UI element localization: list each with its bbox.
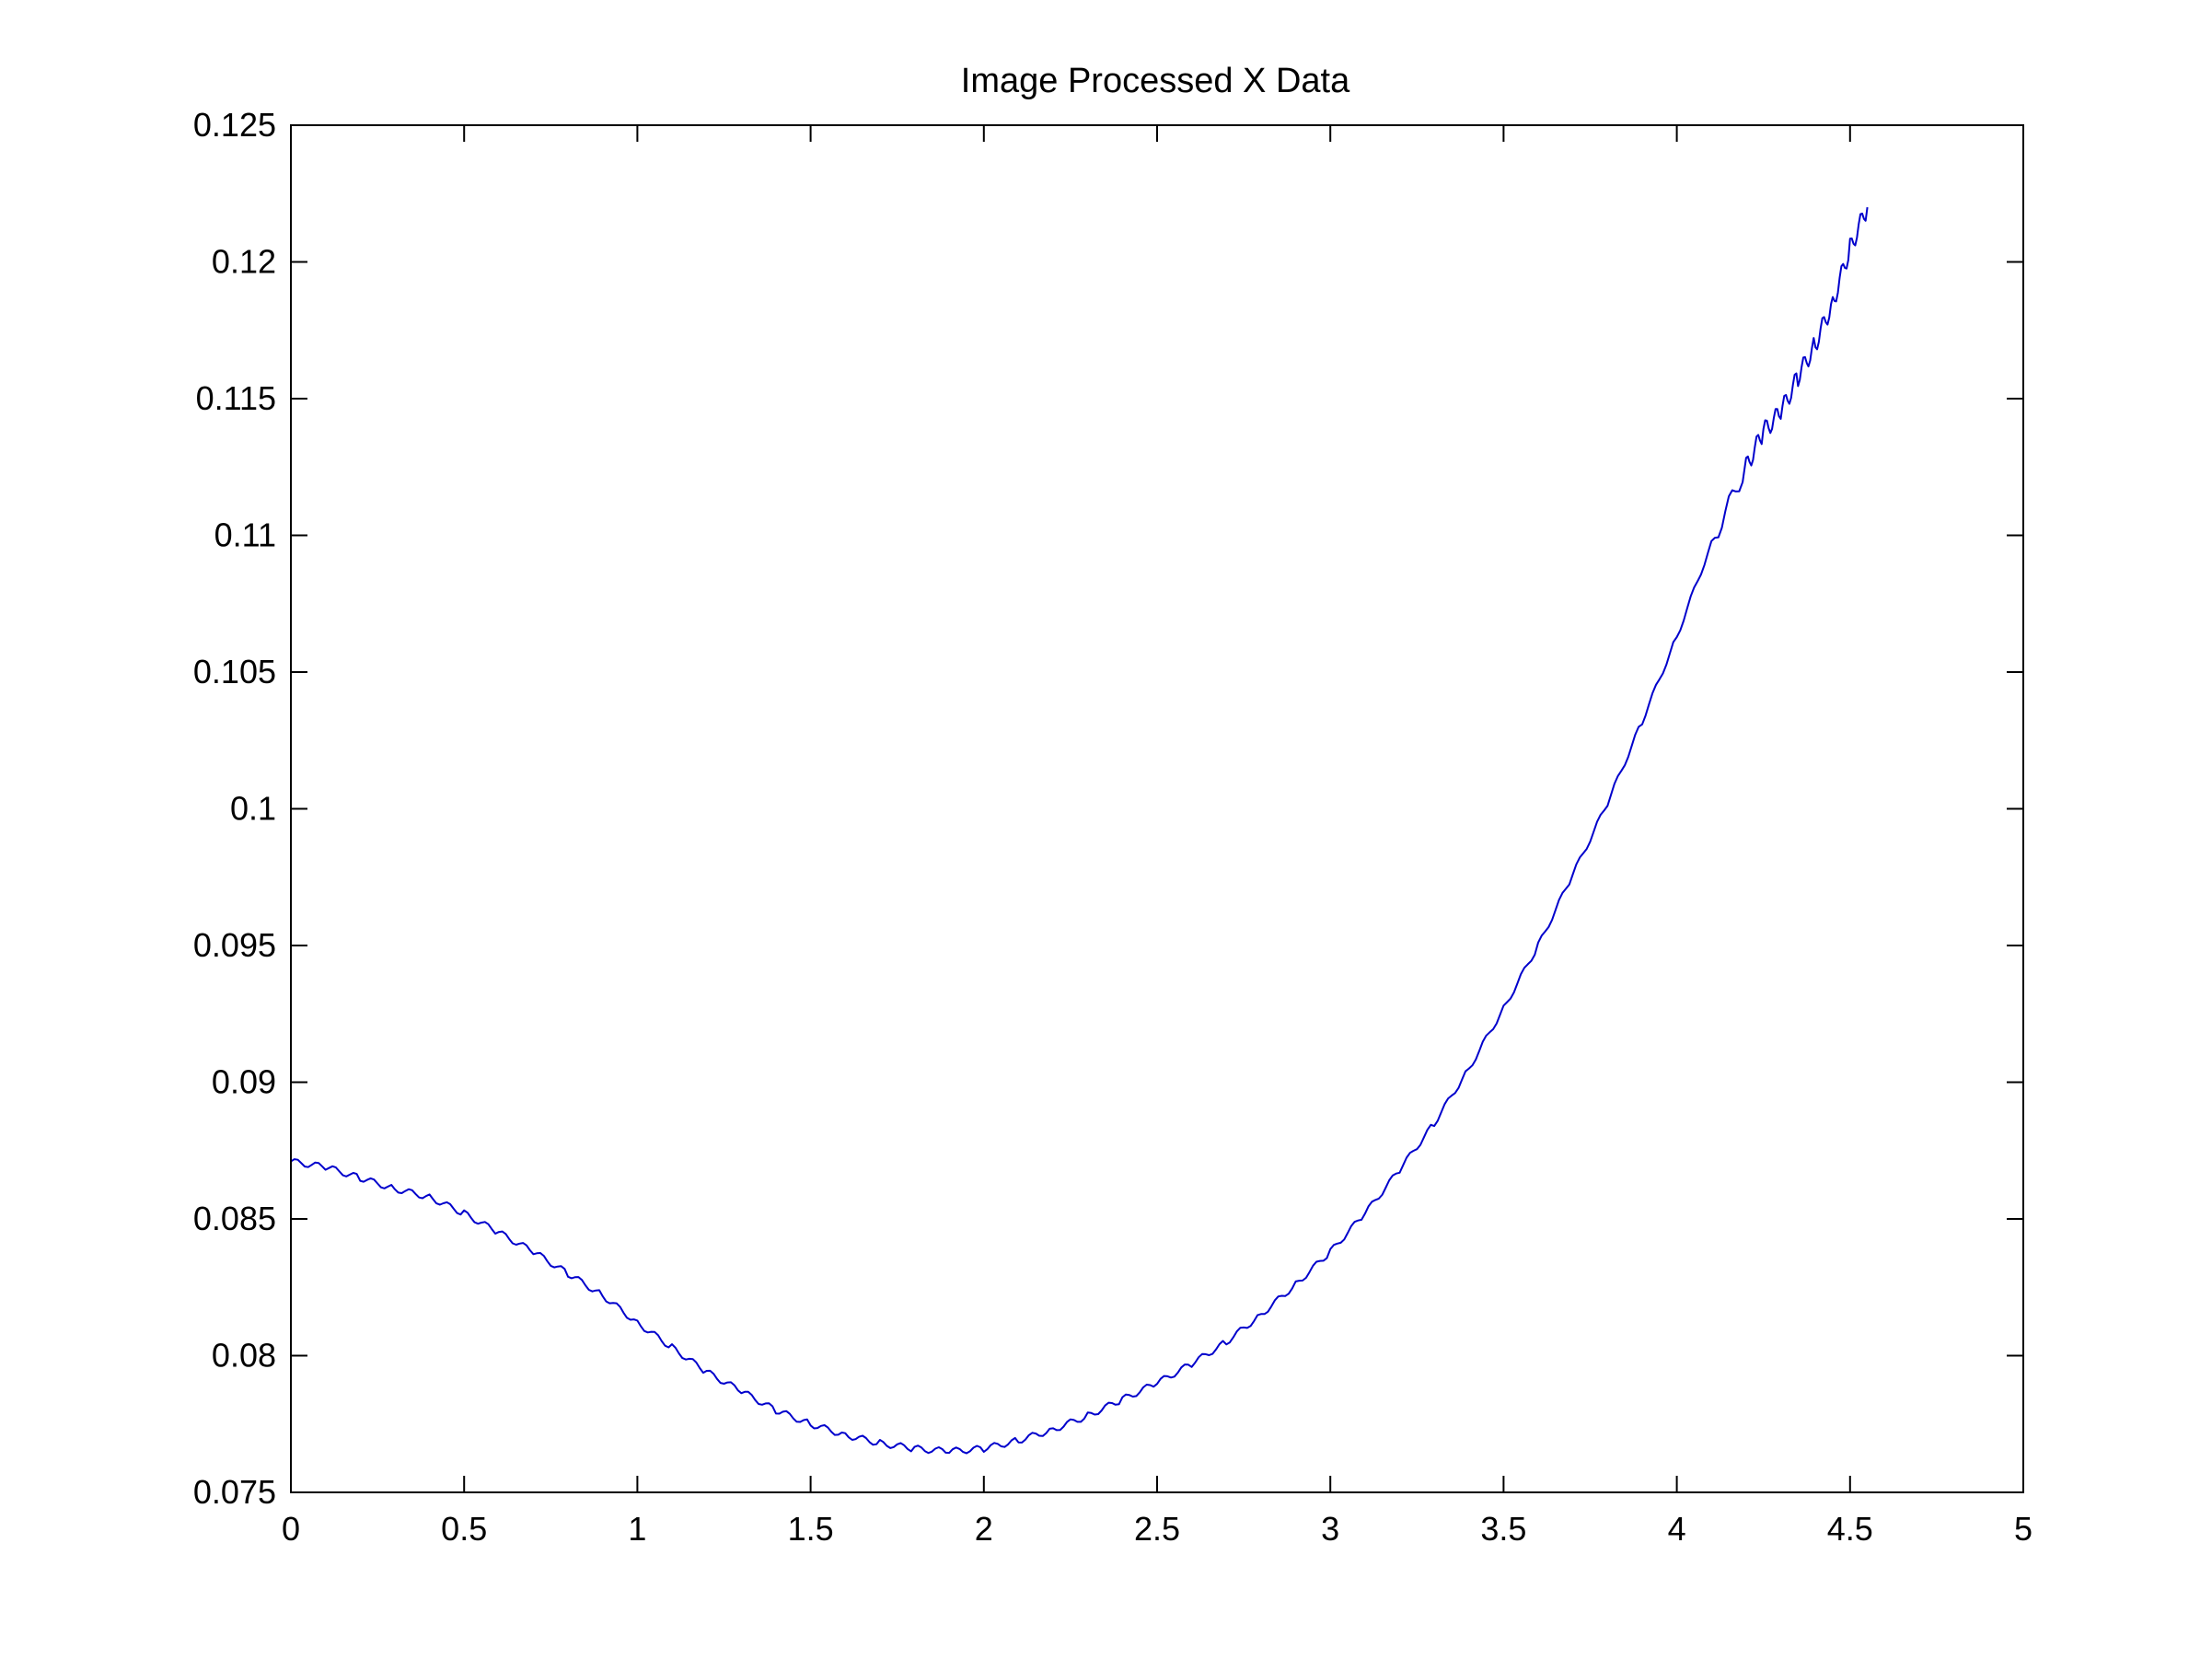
axis-ticks: [290, 124, 2024, 1493]
y-tick-label: 0.115: [196, 379, 276, 417]
y-tick-label: 0.12: [212, 243, 276, 281]
y-tick-label: 0.08: [212, 1337, 276, 1375]
y-tick-label: 0.11: [214, 516, 276, 554]
y-tick-label: 0.085: [193, 1200, 276, 1237]
x-tick-label: 1: [628, 1510, 646, 1548]
y-tick-label: 0.105: [193, 653, 276, 690]
y-tick-label: 0.095: [193, 926, 276, 964]
x-tick-label: 4.5: [1827, 1510, 1873, 1548]
y-tick-label: 0.125: [193, 106, 276, 144]
x-tick-label: 4: [1668, 1510, 1686, 1548]
x-tick-label: 2: [975, 1510, 993, 1548]
chart-title: Image Processed X Data: [961, 62, 1350, 100]
x-tick-label: 0: [282, 1510, 300, 1548]
plot-area-frame: [290, 124, 2024, 1493]
y-tick-label: 0.1: [230, 790, 276, 828]
y-tick-label: 0.09: [212, 1063, 276, 1101]
x-tick-label: 0.5: [441, 1510, 487, 1548]
x-tick-label: 2.5: [1134, 1510, 1180, 1548]
x-tick-label: 3.5: [1480, 1510, 1526, 1548]
x-tick-label: 5: [2014, 1510, 2032, 1548]
tick-labels: 0 0.5 1 1.5 2 2.5 3 3.5 4 4.5 5 0.075 0.08 0.085 0.09 0…: [193, 106, 2032, 1548]
series-line: [290, 206, 1869, 1455]
x-tick-label: 3: [1321, 1510, 1339, 1548]
y-tick-label: 0.075: [193, 1473, 276, 1511]
x-tick-label: 1.5: [788, 1510, 834, 1548]
